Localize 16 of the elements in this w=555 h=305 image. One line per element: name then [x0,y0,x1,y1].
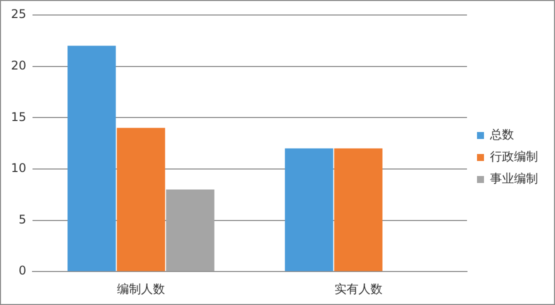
y-tick-label: 15 [10,110,26,124]
legend-label: 事业编制 [490,172,538,186]
y-tick-label: 5 [18,212,26,226]
bar [284,148,334,272]
legend-label: 行政编制 [490,150,538,164]
y-tick-label: 10 [10,161,26,176]
y-tick-label: 20 [10,58,26,72]
y-tick-label: 0 [18,264,26,278]
bar [116,128,166,272]
x-tick-label: 实有人数 [334,282,382,296]
bar [334,148,382,272]
bar [166,189,214,272]
legend-label: 总数 [489,128,514,142]
bar [68,46,116,272]
x-tick-label: 编制人数 [116,282,165,296]
y-tick-label: 25 [10,7,26,22]
